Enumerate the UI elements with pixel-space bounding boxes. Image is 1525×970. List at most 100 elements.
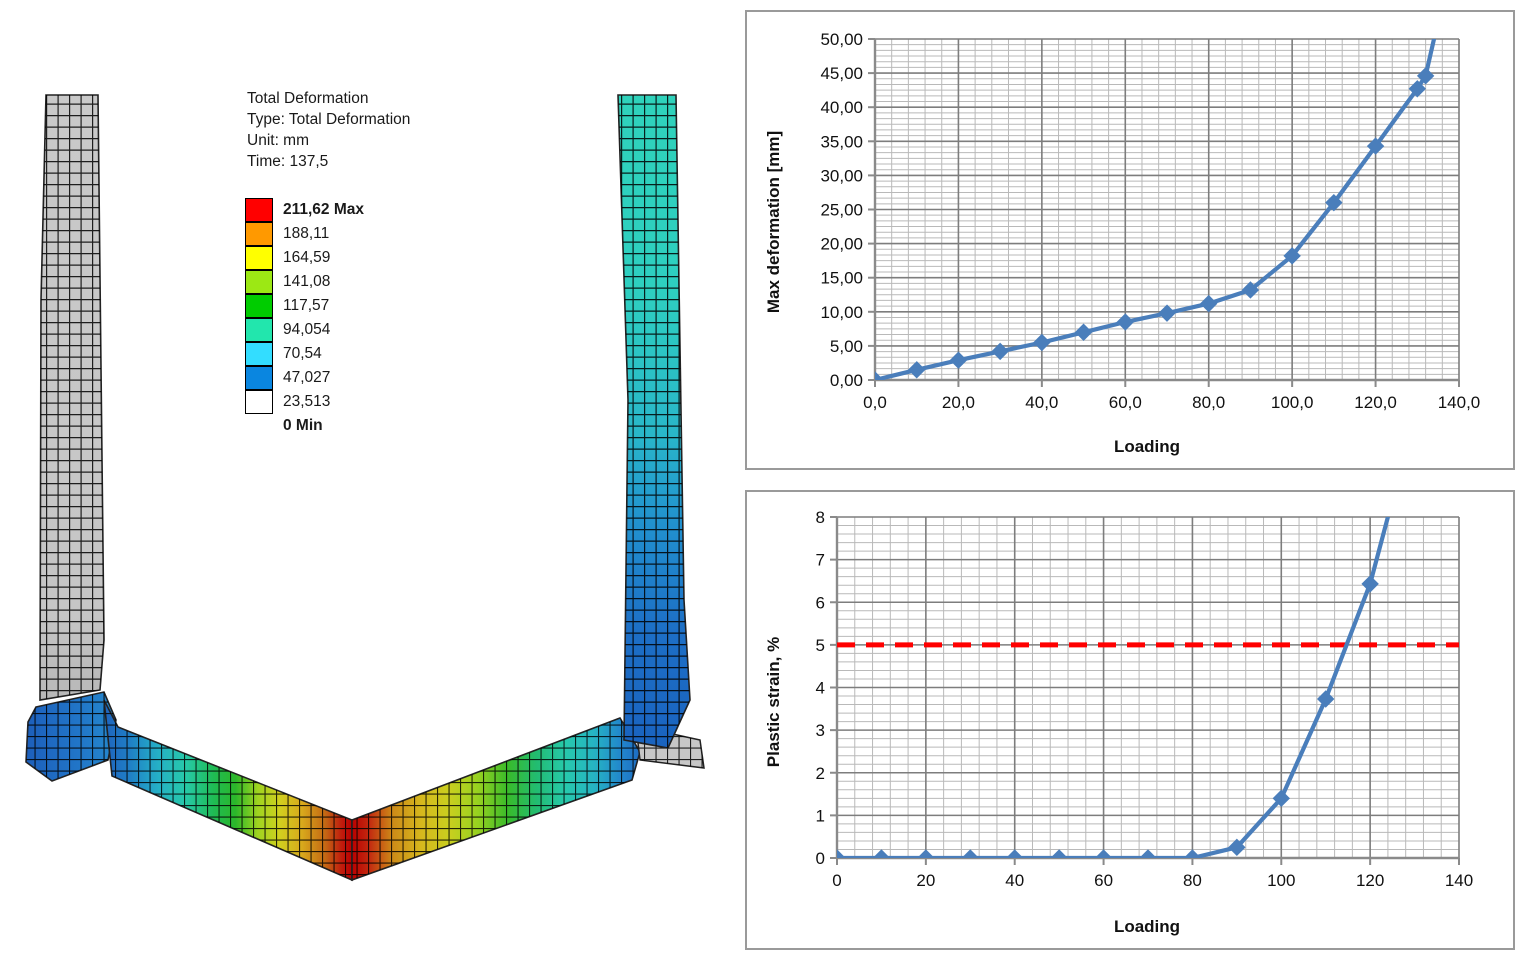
result-time: Time: 137,5 <box>247 153 329 170</box>
legend-color-swatch <box>245 294 273 318</box>
x-tick-label: 100,0 <box>1271 393 1314 412</box>
legend-label: 164,59 <box>283 249 331 266</box>
legend-label: 188,11 <box>283 225 330 242</box>
legend-row: 0 Min <box>245 414 364 438</box>
x-tick-label: 60 <box>1094 871 1113 890</box>
fea-mesh-graphic <box>25 94 705 882</box>
series-marker <box>1033 333 1051 352</box>
result-title: Total Deformation <box>247 90 369 107</box>
x-axis-title: Loading <box>1114 917 1180 936</box>
series-marker <box>991 342 1009 361</box>
legend-label: 117,57 <box>283 297 330 314</box>
data-series <box>837 517 1390 858</box>
legend-label: 94,054 <box>283 321 331 338</box>
gridlines <box>836 516 1460 859</box>
series-marker <box>1116 313 1134 331</box>
series-marker <box>1006 849 1024 858</box>
series-marker <box>1139 849 1157 858</box>
series-marker <box>961 849 979 858</box>
series-marker <box>875 371 884 380</box>
y-axis-title: Plastic strain, % <box>764 637 783 767</box>
series-marker <box>1094 849 1113 858</box>
y-tick-label: 2 <box>816 764 825 783</box>
data-series <box>875 39 1437 380</box>
y-tick-label: 15,00 <box>820 269 863 288</box>
legend-label: 0 Min <box>283 417 323 434</box>
y-tick-label: 10,00 <box>820 303 863 322</box>
y-tick-label: 25,00 <box>820 201 863 220</box>
legend-color-swatch <box>245 222 273 246</box>
series-line <box>837 517 1390 858</box>
x-tick-label: 80 <box>1183 871 1202 890</box>
fea-right-leg <box>617 94 691 749</box>
y-tick-label: 6 <box>816 593 825 612</box>
series-marker <box>908 361 926 379</box>
legend-color-swatch <box>245 318 273 342</box>
x-tick-label: 100 <box>1267 871 1295 890</box>
legend-label: 211,62 Max <box>283 201 365 218</box>
fea-left-knee <box>25 691 117 782</box>
x-tick-label: 40 <box>1005 871 1024 890</box>
y-axis-title: Max deformation [mm] <box>764 131 783 313</box>
series-marker <box>1183 849 1202 858</box>
series-marker <box>1158 304 1176 322</box>
legend-color-swatch <box>245 246 273 270</box>
fea-result-panel: Total Deformation Type: Total Deformatio… <box>0 0 735 970</box>
y-tick-label: 20,00 <box>820 235 863 254</box>
y-tick-label: 0,00 <box>830 371 863 390</box>
series-marker <box>1200 294 1218 313</box>
series-group <box>837 517 1390 858</box>
series-marker <box>1283 247 1301 265</box>
y-tick-label: 7 <box>816 551 825 570</box>
legend-row: 117,57 <box>245 294 364 318</box>
series-marker <box>1050 849 1068 858</box>
y-tick-label: 5 <box>816 636 825 655</box>
series-marker <box>1325 193 1343 212</box>
x-tick-label: 120,0 <box>1354 393 1397 412</box>
contour-legend: 211,62 Max 188,11 164,59 141,08 117,57 94,054… <box>245 198 364 438</box>
y-tick-label: 1 <box>816 806 825 825</box>
x-tick-label: 40,0 <box>1025 393 1058 412</box>
legend-label: 23,513 <box>283 393 331 410</box>
chart-max-deformation-svg: 0,00 5,00 10,00 15,00 20,00 25,00 30,00 35,00 40… <box>764 30 1481 456</box>
legend-row: 164,59 <box>245 246 364 270</box>
legend-row: 211,62 Max <box>245 198 364 222</box>
x-tick-label: 140 <box>1445 871 1473 890</box>
legend-row: 70,54 <box>245 342 364 366</box>
axes <box>868 38 1460 387</box>
result-info-block: Total Deformation Type: Total Deformatio… <box>247 88 507 172</box>
x-tick-label: 80,0 <box>1192 393 1225 412</box>
x-tick-label: 60,0 <box>1109 393 1142 412</box>
series-marker <box>1366 137 1385 155</box>
x-tick-label: 0 <box>832 871 841 890</box>
series-line <box>875 39 1437 380</box>
x-tick-label: 140,0 <box>1438 393 1481 412</box>
y-tick-label: 0 <box>816 849 825 868</box>
legend-swatch-spacer <box>245 414 273 438</box>
x-axis-title: Loading <box>1114 437 1180 456</box>
series-marker <box>1228 838 1246 857</box>
y-tick-label: 8 <box>816 508 825 527</box>
y-tick-label: 4 <box>816 679 825 698</box>
legend-row: 94,054 <box>245 318 364 342</box>
x-tick-label: 0,0 <box>863 393 887 412</box>
series-marker <box>949 351 968 369</box>
series-marker <box>1074 323 1093 341</box>
legend-row: 47,027 <box>245 366 364 390</box>
series-marker <box>917 849 935 858</box>
y-tick-label: 5,00 <box>830 337 863 356</box>
series-group <box>875 39 1437 380</box>
series-marker <box>1272 789 1290 808</box>
series-marker <box>1241 281 1260 299</box>
series-marker <box>1317 690 1335 708</box>
legend-label: 141,08 <box>283 273 331 290</box>
series-marker <box>1416 67 1435 85</box>
y-tick-label: 30,00 <box>820 166 863 185</box>
series-marker <box>837 849 846 858</box>
x-tick-label: 120 <box>1356 871 1384 890</box>
x-tick-label: 20 <box>916 871 935 890</box>
legend-row: 23,513 <box>245 390 364 414</box>
gridlines <box>874 38 1460 381</box>
legend-label: 47,027 <box>283 369 331 386</box>
fea-left-arm <box>103 699 353 882</box>
